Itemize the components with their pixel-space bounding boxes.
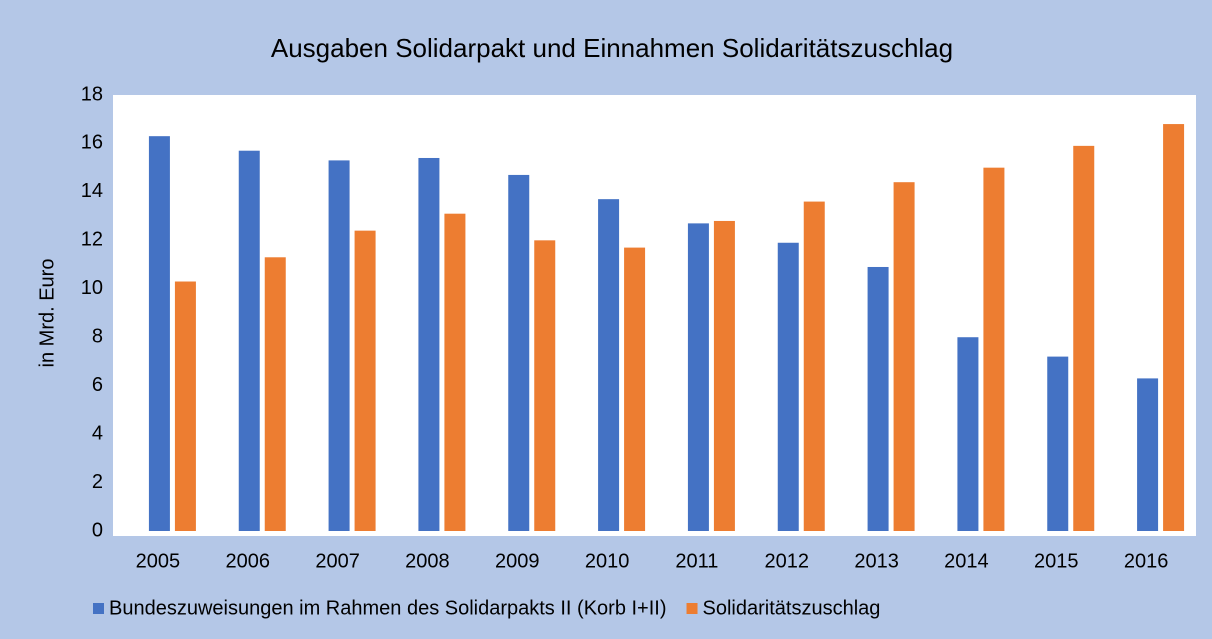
y-tick-label: 12 — [81, 229, 103, 251]
bar — [418, 157, 440, 531]
bar — [238, 150, 260, 531]
bar — [174, 281, 196, 531]
bar — [444, 213, 466, 531]
x-tick-label: 2009 — [495, 550, 540, 572]
legend-label: Solidaritätszuschlag — [703, 597, 881, 619]
bar — [893, 182, 915, 531]
bar — [1137, 378, 1159, 531]
bar — [1073, 145, 1095, 531]
y-tick-label: 10 — [81, 277, 103, 299]
x-tick-label: 2014 — [944, 550, 989, 572]
bar — [264, 257, 286, 531]
bar — [983, 167, 1005, 531]
legend-label: Bundeszuweisungen im Rahmen des Solidarp… — [109, 597, 667, 619]
bar — [328, 160, 350, 531]
x-tick-label: 2011 — [675, 550, 718, 572]
x-tick-label: 2015 — [1034, 550, 1079, 572]
y-tick-label: 2 — [92, 471, 103, 493]
bar — [687, 223, 709, 531]
x-tick-label: 2005 — [136, 550, 181, 572]
y-tick-label: 14 — [81, 180, 103, 202]
bar — [957, 337, 979, 531]
legend-swatch — [686, 603, 698, 614]
y-tick-label: 18 — [81, 83, 103, 105]
bar — [354, 230, 376, 531]
bar — [1163, 124, 1185, 532]
x-tick-label: 2006 — [226, 550, 271, 572]
bar — [148, 136, 170, 531]
x-tick-label: 2016 — [1124, 550, 1169, 572]
bar — [534, 240, 556, 532]
bar — [867, 266, 889, 531]
x-tick-label: 2007 — [315, 550, 360, 572]
y-tick-label: 4 — [92, 422, 103, 444]
legend-swatch — [93, 603, 104, 614]
y-tick-label: 8 — [92, 326, 103, 348]
chart-title: Ausgaben Solidarpakt und Einnahmen Solid… — [271, 33, 953, 63]
x-tick-label: 2012 — [765, 550, 810, 572]
y-tick-label: 16 — [81, 132, 103, 154]
bar — [777, 242, 799, 531]
x-tick-label: 2008 — [405, 550, 450, 572]
y-tick-label: 6 — [92, 374, 103, 396]
y-tick-label: 0 — [92, 519, 103, 541]
bar — [1047, 356, 1069, 531]
x-tick-label: 2013 — [854, 550, 899, 572]
plot-area — [113, 95, 1196, 536]
x-tick-label: 2010 — [585, 550, 630, 572]
bar — [598, 199, 620, 531]
y-axis-title: in Mrd. Euro — [36, 259, 58, 368]
bar — [624, 247, 646, 531]
bar — [713, 220, 735, 531]
bar — [508, 174, 530, 531]
bar — [803, 201, 825, 532]
